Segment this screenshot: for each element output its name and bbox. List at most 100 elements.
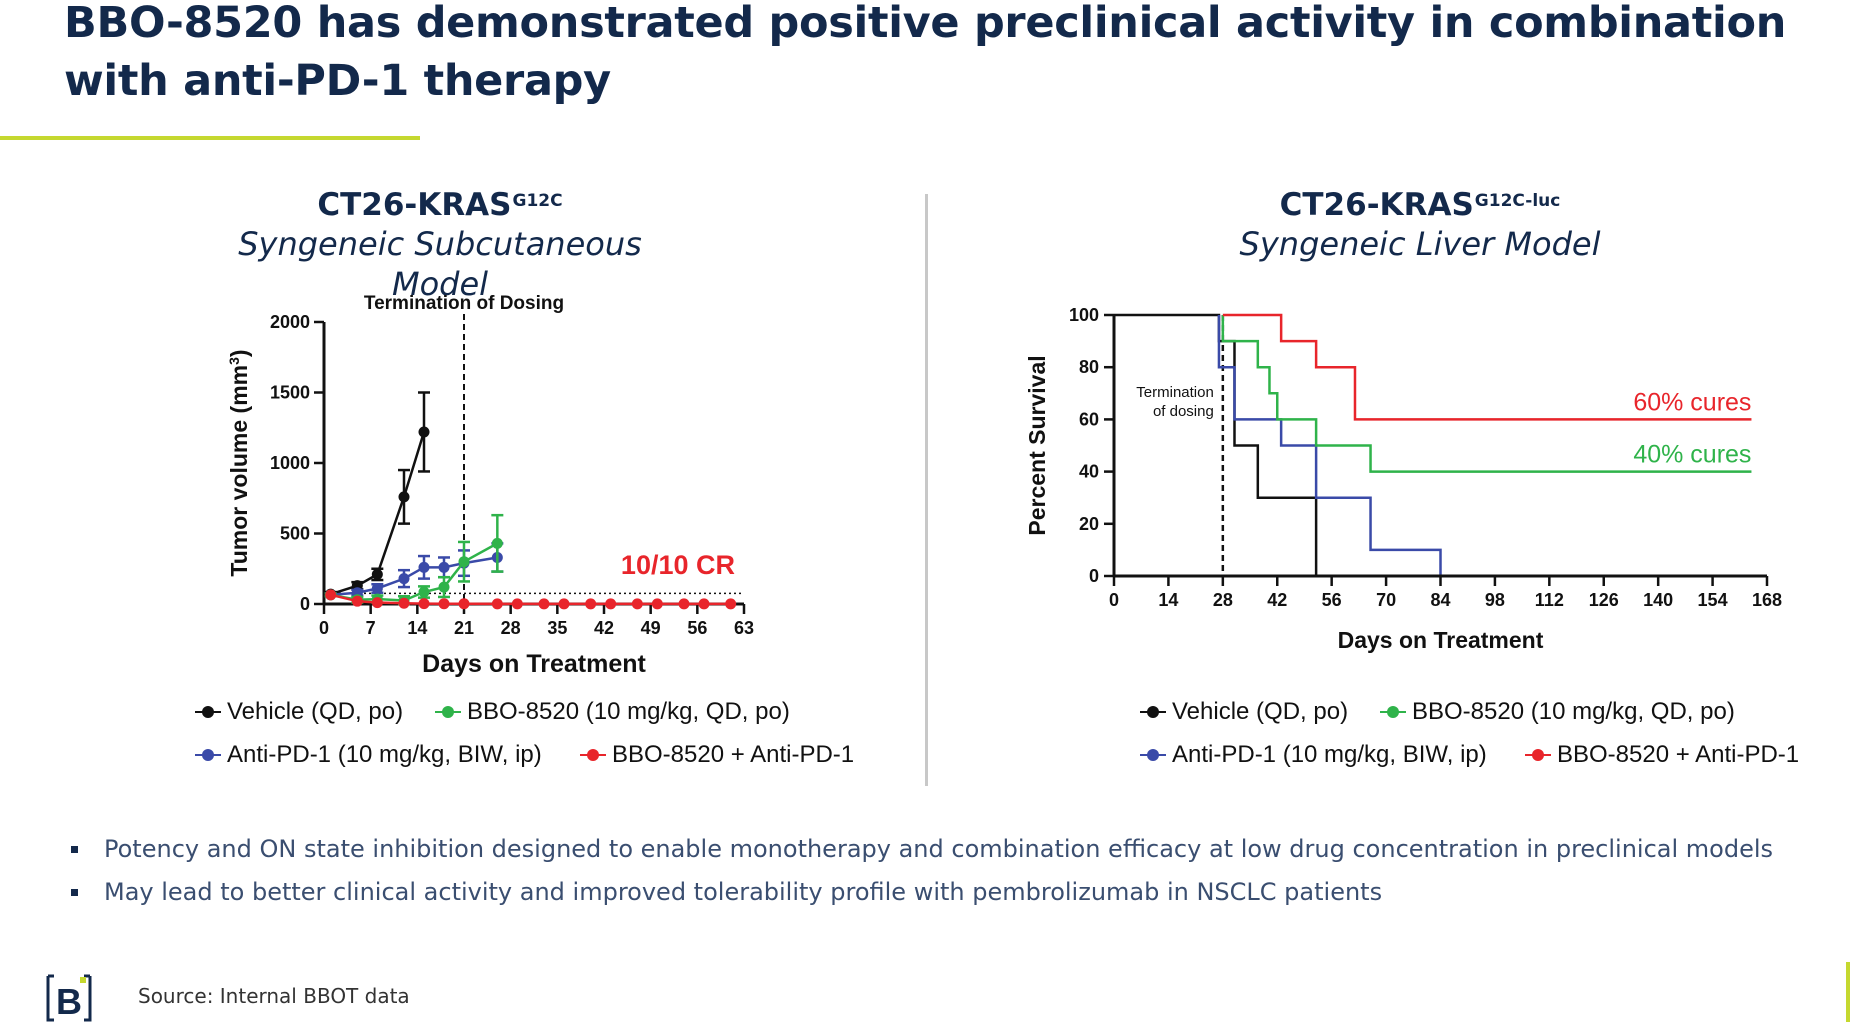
x-tick-label: 49 (641, 618, 661, 638)
data-point (438, 581, 450, 593)
legend-marker-icon (580, 748, 606, 762)
left-model-subtitle: Syngeneic Subcutaneous Model (238, 225, 642, 303)
legend-marker-icon (195, 705, 221, 719)
data-point (398, 491, 410, 503)
y-tick-label: 1500 (270, 383, 310, 403)
data-point (418, 426, 430, 438)
x-tick-label: 98 (1485, 590, 1505, 610)
data-point (371, 568, 383, 580)
right-model-text: CT26-KRAS (1279, 187, 1474, 223)
bullet-list: Potency and ON state inhibition designed… (68, 828, 1854, 914)
right-model-superscript: G12C-luc (1474, 191, 1561, 211)
x-tick-label: 63 (734, 618, 754, 638)
data-point (325, 589, 337, 601)
bullet-text: Potency and ON state inhibition designed… (104, 835, 1774, 863)
legend-label: Anti-PD-1 (10 mg/kg, BIW, ip) (1172, 741, 1487, 768)
y-tick-label: 100 (1069, 305, 1099, 325)
page-title: BBO-8520 has demonstrated positive precl… (64, 0, 1787, 106)
y-tick-label: 20 (1079, 514, 1099, 534)
data-point (651, 598, 663, 610)
y-tick-label: 500 (280, 524, 310, 544)
legend-item: BBO-8520 + Anti-PD-1 (580, 741, 854, 769)
cure-rate-annotation: 40% cures (1633, 441, 1751, 469)
panel-divider (925, 194, 928, 786)
x-tick-label: 14 (407, 618, 427, 638)
x-tick-label: 42 (594, 618, 614, 638)
y-tick-label: 1000 (270, 453, 310, 473)
y-tick-label: 40 (1079, 462, 1099, 482)
x-tick-label: 112 (1535, 590, 1564, 610)
x-tick-label: 56 (687, 618, 707, 638)
survival-chart: Termination of dosing 0 20 40 60 80 100 0 14 28 42 5… (1024, 305, 1782, 653)
right-model-name: CT26-KRASG12C-luc (1170, 186, 1670, 224)
survival-step-line (1221, 315, 1752, 473)
x-axis-title: Days on Treatment (1338, 627, 1544, 653)
x-tick-label: 168 (1752, 590, 1782, 610)
data-point (631, 598, 643, 610)
legend-marker-icon (435, 705, 461, 719)
data-point (491, 537, 503, 549)
complete-response-annotation: 10/10 CR (621, 550, 735, 580)
x-axis-title: Days on Treatment (422, 650, 646, 678)
left-model-name: CT26-KRASG12C (200, 186, 680, 224)
data-point (458, 598, 470, 610)
legend-marker-icon (1525, 748, 1551, 762)
x-tick-label: 154 (1698, 590, 1728, 610)
legend-label: Anti-PD-1 (10 mg/kg, BIW, ip) (227, 741, 542, 768)
data-point (511, 598, 523, 610)
x-tick-label: 70 (1376, 590, 1396, 610)
data-point (398, 573, 410, 585)
x-tick-label: 7 (366, 618, 376, 638)
legend-label: BBO-8520 (10 mg/kg, QD, po) (467, 698, 790, 725)
x-tick-label: 14 (1158, 590, 1178, 610)
source-note: Source: Internal BBOT data (138, 984, 410, 1008)
x-tick-label: 126 (1589, 590, 1619, 610)
left-panel-header: CT26-KRASG12C Syngeneic Subcutaneous Mod… (200, 186, 680, 304)
logo-letter: B (56, 981, 82, 1022)
data-point (491, 598, 503, 610)
tumor-volume-chart: Termination of Dosing 0 500 1000 1500 2000 0 7 1… (226, 293, 754, 678)
data-point (585, 598, 597, 610)
y-tick-label: 0 (300, 594, 310, 614)
legend-item: BBO-8520 (10 mg/kg, QD, po) (1380, 698, 1735, 726)
legend-item: Anti-PD-1 (10 mg/kg, BIW, ip) (1140, 741, 1487, 769)
y-axis-title: Tumor volume (mm3) (226, 349, 252, 576)
bullet-square-icon (71, 846, 78, 853)
right-model-subtitle: Syngeneic Liver Model (1239, 225, 1601, 263)
legend-marker-icon (1380, 705, 1406, 719)
y-tick-label: 60 (1079, 409, 1099, 429)
data-point (418, 598, 430, 610)
x-tick-label: 0 (319, 618, 329, 638)
x-tick-label: 0 (1109, 590, 1119, 610)
left-model-superscript: G12C (512, 191, 563, 211)
y-tick-label: 2000 (270, 312, 310, 332)
data-point (418, 586, 430, 598)
x-tick-label: 28 (1213, 590, 1233, 610)
legend-label: BBO-8520 + Anti-PD-1 (612, 741, 855, 768)
y-axis-title: Percent Survival (1024, 355, 1050, 535)
bullet-item: Potency and ON state inhibition designed… (68, 828, 1854, 871)
legend-item: BBO-8520 + Anti-PD-1 (1525, 741, 1799, 769)
right-panel-header: CT26-KRASG12C-luc Syngeneic Liver Model (1170, 186, 1670, 264)
x-tick-label: 21 (454, 618, 474, 638)
data-point (438, 561, 450, 573)
survival-step-line (1217, 315, 1442, 576)
bullet-item: May lead to better clinical activity and… (68, 871, 1854, 914)
x-tick-label: 140 (1643, 590, 1673, 610)
data-point (371, 582, 383, 594)
data-point (371, 597, 383, 609)
data-point (398, 597, 410, 609)
legend-label: BBO-8520 (10 mg/kg, QD, po) (1412, 698, 1735, 725)
bullet-square-icon (71, 889, 78, 896)
survival-step-line (1222, 313, 1752, 421)
data-point (351, 595, 363, 607)
data-point (538, 598, 550, 610)
legend-label: Vehicle (QD, po) (1172, 698, 1349, 725)
bbot-logo-icon: B (46, 974, 92, 1022)
legend-marker-icon (195, 748, 221, 762)
corner-accent-bar (1846, 962, 1850, 1022)
legend-label: BBO-8520 + Anti-PD-1 (1557, 741, 1800, 768)
legend-item: Vehicle (QD, po) (1140, 698, 1348, 726)
data-point (418, 561, 430, 573)
left-legend: Vehicle (QD, po) BBO-8520 (10 mg/kg, QD, … (195, 698, 915, 788)
